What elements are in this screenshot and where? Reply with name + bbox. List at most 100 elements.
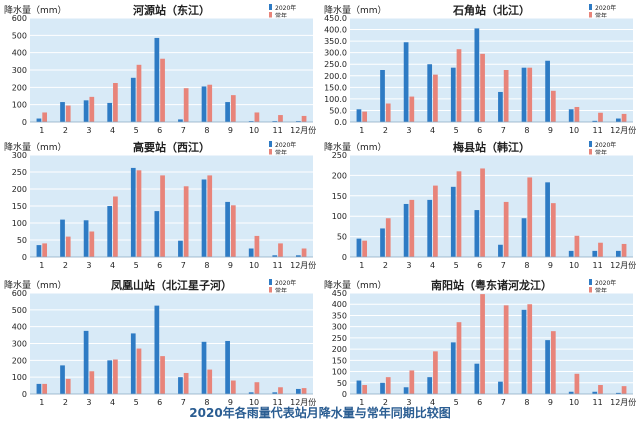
legend-label-2020: 2020年 — [275, 279, 296, 287]
bar-2020 — [201, 179, 207, 257]
legend-swatch-normal — [269, 149, 272, 155]
legend-swatch-2020 — [269, 279, 272, 285]
y-tick-label: 200.0 — [324, 72, 347, 81]
legend-label-normal: 常年 — [275, 12, 287, 20]
y-tick-label: 500 — [12, 306, 27, 315]
x-tick-label: 6 — [477, 126, 482, 135]
bar-normal — [362, 385, 368, 394]
bar-2020 — [450, 186, 456, 257]
bar-normal — [278, 243, 283, 257]
legend-label-2020: 2020年 — [275, 141, 296, 149]
bar-2020 — [83, 330, 89, 394]
bar-2020 — [154, 211, 160, 257]
bar-normal — [362, 240, 368, 257]
y-tick-label: 100 — [12, 219, 27, 228]
x-tick-label: 11 — [273, 261, 283, 270]
bar-2020 — [568, 250, 574, 257]
x-tick-label: 11 — [273, 126, 283, 135]
bar-2020 — [521, 67, 527, 122]
y-tick-label: 600 — [12, 289, 27, 298]
x-tick-label: 9 — [548, 261, 553, 270]
x-tick-label: 12月份 — [610, 125, 636, 135]
x-tick-label: 2 — [63, 126, 68, 135]
x-tick-label: 7 — [501, 398, 506, 407]
bar-2020 — [36, 118, 42, 122]
bar-normal — [433, 351, 438, 394]
bar-normal — [113, 196, 118, 257]
bar-normal — [183, 186, 189, 257]
bar-normal — [207, 175, 213, 257]
y-axis-label: 降水量（mm） — [324, 279, 387, 291]
y-tick-label: 100 — [332, 212, 347, 221]
x-tick-label: 12月份 — [290, 397, 316, 407]
x-tick-label: 4 — [430, 126, 435, 135]
x-tick-label: 3 — [86, 398, 91, 407]
x-tick-label: 8 — [524, 261, 529, 270]
bar-2020 — [380, 70, 385, 122]
bar-2020 — [545, 340, 550, 394]
x-tick-label: 11 — [593, 126, 603, 135]
x-tick-label: 12月份 — [610, 260, 636, 270]
legend-label-normal: 常年 — [595, 149, 607, 157]
y-tick-label: 600 — [12, 14, 27, 23]
bar-2020 — [592, 250, 598, 257]
x-tick-label: 7 — [501, 261, 506, 270]
bar-2020 — [178, 119, 183, 122]
bar-normal — [503, 201, 509, 257]
x-tick-label: 6 — [157, 398, 162, 407]
bar-normal — [480, 168, 485, 257]
x-tick-label: 10 — [569, 261, 579, 270]
x-tick-label: 4 — [110, 398, 115, 407]
bar-2020 — [474, 210, 480, 257]
bar-2020 — [474, 28, 480, 122]
x-tick-label: 2 — [383, 126, 388, 135]
bar-normal — [503, 305, 509, 394]
y-tick-label: 50 — [337, 233, 347, 242]
bar-2020 — [36, 245, 42, 257]
bar-normal — [230, 380, 236, 394]
bar-normal — [254, 112, 260, 122]
bar-normal — [385, 377, 391, 394]
bar-2020 — [356, 109, 362, 122]
legend-swatch-2020 — [589, 279, 592, 285]
bar-normal — [301, 248, 307, 257]
bar-2020 — [83, 220, 89, 257]
bar-normal — [527, 177, 533, 257]
bar-2020 — [60, 365, 65, 394]
x-tick-label: 12月份 — [610, 397, 636, 407]
y-tick-label: 400 — [332, 300, 347, 309]
x-tick-label: 9 — [548, 398, 553, 407]
x-tick-label: 5 — [134, 261, 139, 270]
x-tick-label: 8 — [524, 126, 529, 135]
x-tick-label: 3 — [86, 261, 91, 270]
bar-normal — [433, 74, 438, 122]
y-tick-label: 350.0 — [324, 37, 347, 46]
legend-label-2020: 2020年 — [595, 4, 616, 12]
x-tick-label: 3 — [406, 261, 411, 270]
x-tick-label: 7 — [181, 126, 186, 135]
bar-normal — [113, 83, 118, 122]
bar-2020 — [107, 206, 113, 257]
x-tick-label: 11 — [593, 261, 603, 270]
x-tick-label: 9 — [228, 261, 233, 270]
x-tick-label: 7 — [181, 398, 186, 407]
bar-2020 — [201, 341, 207, 394]
x-tick-label: 5 — [454, 261, 459, 270]
x-tick-label: 6 — [477, 261, 482, 270]
x-tick-label: 4 — [110, 261, 115, 270]
y-tick-label: 200 — [12, 185, 27, 194]
bar-2020 — [201, 86, 207, 122]
x-tick-label: 9 — [228, 398, 233, 407]
legend-label-2020: 2020年 — [595, 141, 616, 149]
bar-normal — [527, 67, 533, 122]
x-tick-label: 3 — [86, 126, 91, 135]
bar-2020 — [154, 305, 160, 394]
y-tick-label: 150.0 — [324, 83, 347, 92]
bar-2020 — [272, 392, 278, 394]
bar-normal — [574, 106, 580, 122]
bar-normal — [456, 322, 462, 394]
bar-normal — [301, 388, 307, 394]
legend-label-2020: 2020年 — [595, 279, 616, 287]
x-tick-label: 3 — [406, 398, 411, 407]
